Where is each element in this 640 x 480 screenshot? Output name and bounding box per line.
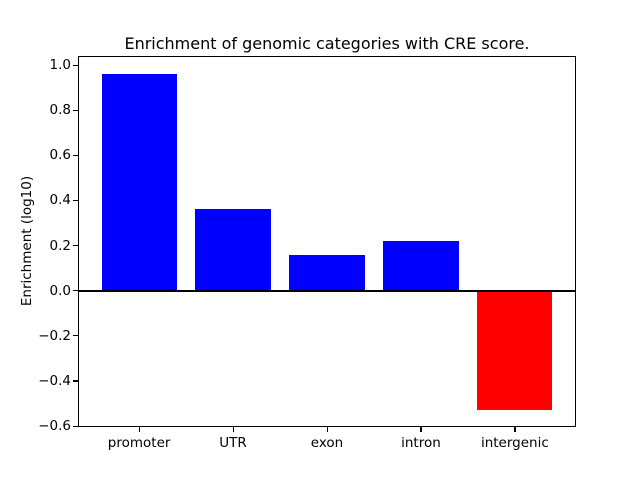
y-tick-label: 0.4 xyxy=(49,192,71,209)
x-tick-mark xyxy=(420,427,422,432)
y-tick-mark xyxy=(73,109,78,111)
y-tick-label: 0.8 xyxy=(49,102,71,119)
y-tick-label: 0.6 xyxy=(49,147,71,164)
x-tick-mark xyxy=(326,427,328,432)
y-tick-mark xyxy=(73,425,78,427)
bar-intergenic xyxy=(477,290,553,411)
y-tick-mark xyxy=(73,335,78,337)
plot-area xyxy=(73,56,576,432)
y-tick-label: 0.0 xyxy=(49,282,71,299)
chart-title: Enrichment of genomic categories with CR… xyxy=(124,34,530,53)
y-tick-mark xyxy=(73,154,78,157)
bar-UTR xyxy=(195,209,271,291)
y-tick-mark xyxy=(73,199,78,202)
x-tick-label: intergenic xyxy=(480,435,549,451)
bar-intron xyxy=(383,241,459,291)
zero-line xyxy=(79,289,575,292)
bar-promoter xyxy=(101,74,177,291)
y-tick-label: 0.2 xyxy=(49,237,71,254)
x-tick-label: exon xyxy=(310,435,344,451)
y-tick-mark xyxy=(73,290,78,292)
x-tick-mark xyxy=(232,427,234,432)
x-tick-label: promoter xyxy=(107,435,171,451)
y-tick-label: 1.0 xyxy=(49,57,71,74)
x-tick-mark xyxy=(514,427,516,432)
x-tick-label: UTR xyxy=(219,435,247,451)
y-tick-label: −0.2 xyxy=(38,327,71,344)
y-tick-mark xyxy=(73,380,78,382)
x-tick-label: intron xyxy=(401,435,441,451)
x-tick-mark xyxy=(138,427,140,432)
y-tick-mark xyxy=(73,64,78,66)
bar-exon xyxy=(289,254,365,291)
y-tick-label: −0.4 xyxy=(38,372,71,389)
y-tick-mark xyxy=(73,245,78,247)
y-tick-label: −0.6 xyxy=(38,418,71,434)
